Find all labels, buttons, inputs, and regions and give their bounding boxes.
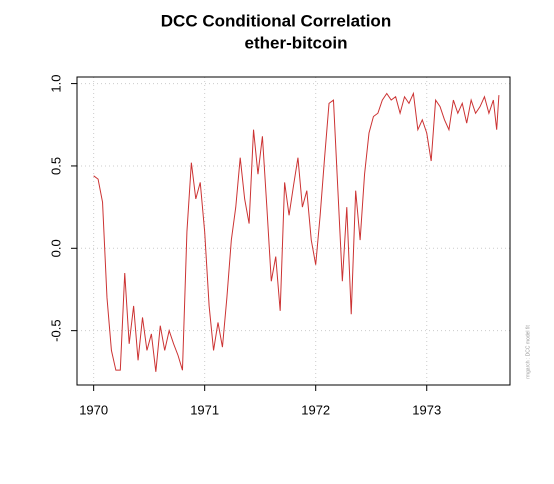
y-tick-label: 1.0 — [48, 75, 63, 93]
x-tick-label: 1970 — [79, 402, 108, 417]
y-tick-label: 0.5 — [48, 157, 63, 175]
chart-title: DCC Conditional Correlation — [161, 11, 391, 30]
x-tick-label: 1973 — [412, 402, 441, 417]
y-tick-label: 0.0 — [48, 239, 63, 257]
x-tick-label: 1971 — [190, 402, 219, 417]
x-tick-label: 1972 — [301, 402, 330, 417]
line-series — [93, 91, 500, 372]
annotation: rmgarch : DCC model fit — [525, 325, 531, 379]
y-tick-label: -0.5 — [48, 319, 63, 341]
plot-frame — [76, 76, 511, 386]
chart-subtitle: ether-bitcoin — [245, 33, 348, 52]
